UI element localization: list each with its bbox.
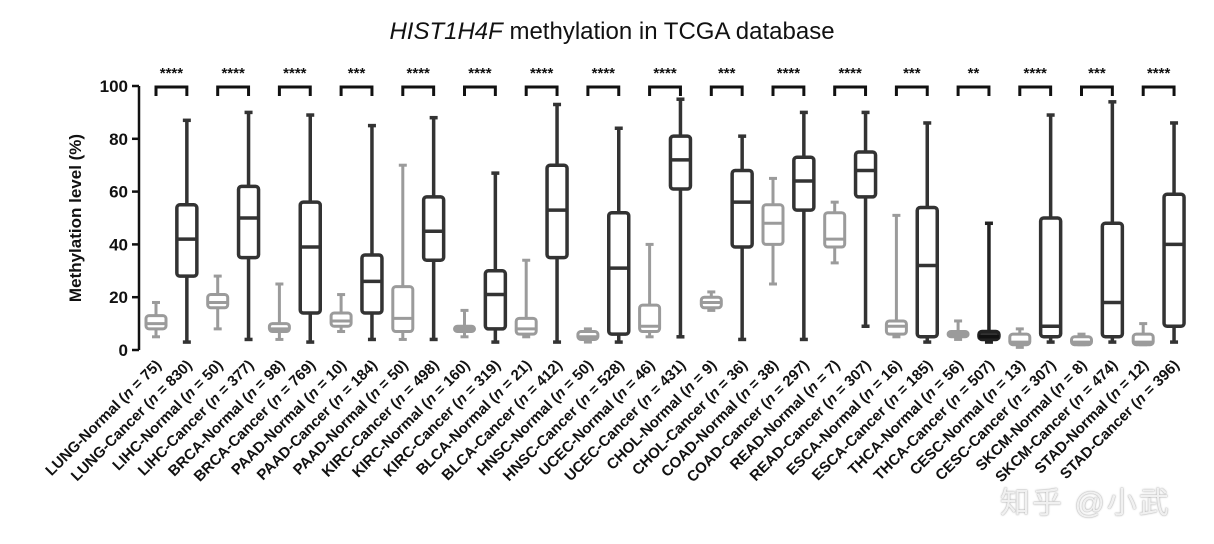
significance-bracket [586,85,621,96]
significance-label: ** [968,65,980,82]
significance-bracket [771,85,806,96]
significance-label: **** [468,65,492,82]
y-tick-label: 60 [109,183,128,202]
significance-bracket [401,85,436,96]
significance-label: **** [1147,65,1171,82]
significance-label: **** [653,65,677,82]
box [853,150,878,199]
significance-bracket [216,85,251,96]
box [514,316,538,336]
title-rest: methylation in TCGA database [502,18,835,45]
y-axis-label: Methylation level (%) [66,134,85,302]
significance-bracket [648,85,682,96]
significance-bracket [894,85,929,96]
box [668,134,693,191]
box [298,200,322,315]
significance-bracket [1080,85,1114,96]
box [360,253,384,315]
box [792,155,816,212]
significance-label: **** [283,65,307,82]
significance-bracket [339,85,374,96]
significance-bracket [833,85,868,96]
significance-label: **** [1024,65,1048,82]
significance-label: **** [777,65,801,82]
significance-bracket [524,85,559,96]
significance-label: *** [1088,65,1106,82]
significance-label: *** [903,65,921,82]
significance-label: *** [348,65,366,82]
significance-label: **** [160,65,184,82]
significance-bracket [1141,85,1176,96]
significance-bracket [709,85,744,96]
significance-label: **** [407,65,431,82]
significance-label: **** [838,65,862,82]
significance-bracket [277,85,312,96]
box [391,285,415,334]
chart-title: HIST1H4F methylation in TCGA database [0,18,1214,46]
significance-bracket [463,85,497,96]
significance-label: *** [718,65,736,82]
box [607,210,631,336]
y-tick-label: 40 [109,235,128,254]
box [730,168,754,249]
significance-bracket [1018,85,1053,96]
significance-bracket [154,85,189,96]
box [915,205,939,339]
box [1162,192,1186,328]
y-tick-label: 0 [119,341,128,360]
significance-label: **** [592,65,616,82]
box [1100,221,1125,339]
y-tick-label: 100 [100,77,128,96]
box [483,269,508,331]
box [1038,216,1063,339]
box [823,211,847,249]
y-tick-label: 80 [109,130,128,149]
significance-label: **** [530,65,554,82]
watermark: 知乎 @小武 [1000,487,1171,520]
significance-bracket [956,85,991,96]
significance-label: **** [221,65,245,82]
title-gene: HIST1H4F [389,18,503,45]
y-tick-label: 20 [109,288,128,307]
box [236,184,261,260]
box [421,195,446,262]
